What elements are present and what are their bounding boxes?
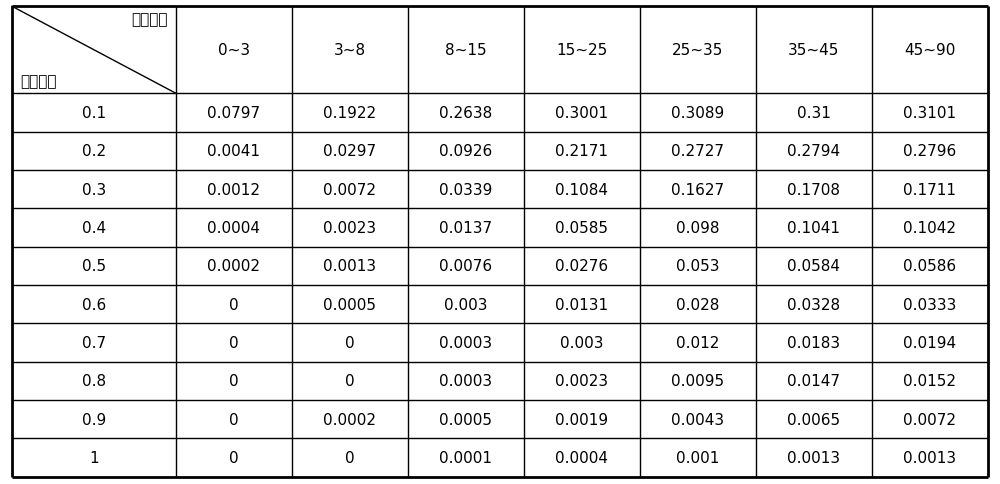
Text: 0.3101: 0.3101	[903, 106, 957, 121]
Text: 0.012: 0.012	[676, 335, 720, 350]
Text: 35~45: 35~45	[788, 43, 840, 58]
Text: 1: 1	[89, 450, 99, 465]
Text: 0.053: 0.053	[676, 259, 720, 274]
Text: 15~25: 15~25	[556, 43, 608, 58]
Text: 0.1922: 0.1922	[323, 106, 377, 121]
Text: 45~90: 45~90	[904, 43, 956, 58]
Text: 0: 0	[229, 412, 239, 427]
Text: 0.0041: 0.0041	[207, 144, 260, 159]
Text: 坡度等级: 坡度等级	[131, 12, 168, 27]
Text: 0.0013: 0.0013	[787, 450, 841, 465]
Text: 0: 0	[229, 374, 239, 389]
Text: 0.0076: 0.0076	[439, 259, 493, 274]
Text: 0.1711: 0.1711	[903, 182, 956, 197]
Text: 0.3089: 0.3089	[671, 106, 725, 121]
Text: 0.6: 0.6	[82, 297, 106, 312]
Text: 0.0004: 0.0004	[207, 221, 260, 236]
Text: 0.0297: 0.0297	[323, 144, 377, 159]
Text: 0: 0	[229, 297, 239, 312]
Text: 0.0276: 0.0276	[555, 259, 609, 274]
Text: 0.0023: 0.0023	[323, 221, 377, 236]
Text: 0.0333: 0.0333	[903, 297, 957, 312]
Text: 0.2727: 0.2727	[671, 144, 724, 159]
Text: 0.0004: 0.0004	[555, 450, 608, 465]
Text: 0.0183: 0.0183	[787, 335, 841, 350]
Text: 0.0926: 0.0926	[439, 144, 493, 159]
Text: 0.31: 0.31	[797, 106, 831, 121]
Text: 0.0012: 0.0012	[207, 182, 260, 197]
Text: 0.0019: 0.0019	[555, 412, 609, 427]
Text: 0.0013: 0.0013	[323, 259, 377, 274]
Text: 0.2796: 0.2796	[903, 144, 957, 159]
Text: 0.0131: 0.0131	[555, 297, 609, 312]
Text: 0.4: 0.4	[82, 221, 106, 236]
Text: 0.2794: 0.2794	[787, 144, 841, 159]
Text: 0.1041: 0.1041	[787, 221, 840, 236]
Text: 0.1708: 0.1708	[787, 182, 840, 197]
Text: 0.2638: 0.2638	[439, 106, 493, 121]
Text: 0.003: 0.003	[444, 297, 488, 312]
Text: 0.0586: 0.0586	[903, 259, 957, 274]
Text: 0.1627: 0.1627	[671, 182, 725, 197]
Text: 0.0147: 0.0147	[787, 374, 840, 389]
Text: 0.0005: 0.0005	[323, 297, 376, 312]
Text: 0: 0	[345, 374, 355, 389]
Text: 0.0003: 0.0003	[439, 335, 493, 350]
Text: 0.1: 0.1	[82, 106, 106, 121]
Text: 0.098: 0.098	[676, 221, 720, 236]
Text: 0.0065: 0.0065	[787, 412, 841, 427]
Text: 0: 0	[229, 450, 239, 465]
Text: 0: 0	[345, 450, 355, 465]
Text: 0.0072: 0.0072	[323, 182, 376, 197]
Text: 0.0043: 0.0043	[671, 412, 725, 427]
Text: 0: 0	[345, 335, 355, 350]
Text: 0.0005: 0.0005	[439, 412, 492, 427]
Text: 0.0095: 0.0095	[671, 374, 725, 389]
Text: 0.0328: 0.0328	[787, 297, 841, 312]
Text: 8~15: 8~15	[445, 43, 487, 58]
Text: 0.0001: 0.0001	[439, 450, 492, 465]
Text: 0.8: 0.8	[82, 374, 106, 389]
Text: 0.028: 0.028	[676, 297, 720, 312]
Text: 0.001: 0.001	[676, 450, 720, 465]
Text: 0.3001: 0.3001	[555, 106, 609, 121]
Text: 0.0585: 0.0585	[555, 221, 608, 236]
Text: 高程等级: 高程等级	[20, 75, 56, 89]
Text: 0.0194: 0.0194	[903, 335, 957, 350]
Text: 3~8: 3~8	[334, 43, 366, 58]
Text: 0.0013: 0.0013	[903, 450, 957, 465]
Text: 0.2171: 0.2171	[555, 144, 608, 159]
Text: 25~35: 25~35	[672, 43, 724, 58]
Text: 0.5: 0.5	[82, 259, 106, 274]
Text: 0.3: 0.3	[82, 182, 106, 197]
Text: 0.1084: 0.1084	[555, 182, 608, 197]
Text: 0.0137: 0.0137	[439, 221, 493, 236]
Text: 0.2: 0.2	[82, 144, 106, 159]
Text: 0.9: 0.9	[82, 412, 106, 427]
Text: 0.0072: 0.0072	[903, 412, 956, 427]
Text: 0.003: 0.003	[560, 335, 604, 350]
Text: 0.0002: 0.0002	[323, 412, 376, 427]
Text: 0.0584: 0.0584	[787, 259, 840, 274]
Text: 0.0023: 0.0023	[555, 374, 609, 389]
Text: 0.1042: 0.1042	[903, 221, 956, 236]
Text: 0.0339: 0.0339	[439, 182, 493, 197]
Text: 0.0002: 0.0002	[207, 259, 260, 274]
Text: 0.0152: 0.0152	[903, 374, 956, 389]
Text: 0.0003: 0.0003	[439, 374, 493, 389]
Text: 0.7: 0.7	[82, 335, 106, 350]
Text: 0.0797: 0.0797	[207, 106, 261, 121]
Text: 0~3: 0~3	[218, 43, 250, 58]
Text: 0: 0	[229, 335, 239, 350]
